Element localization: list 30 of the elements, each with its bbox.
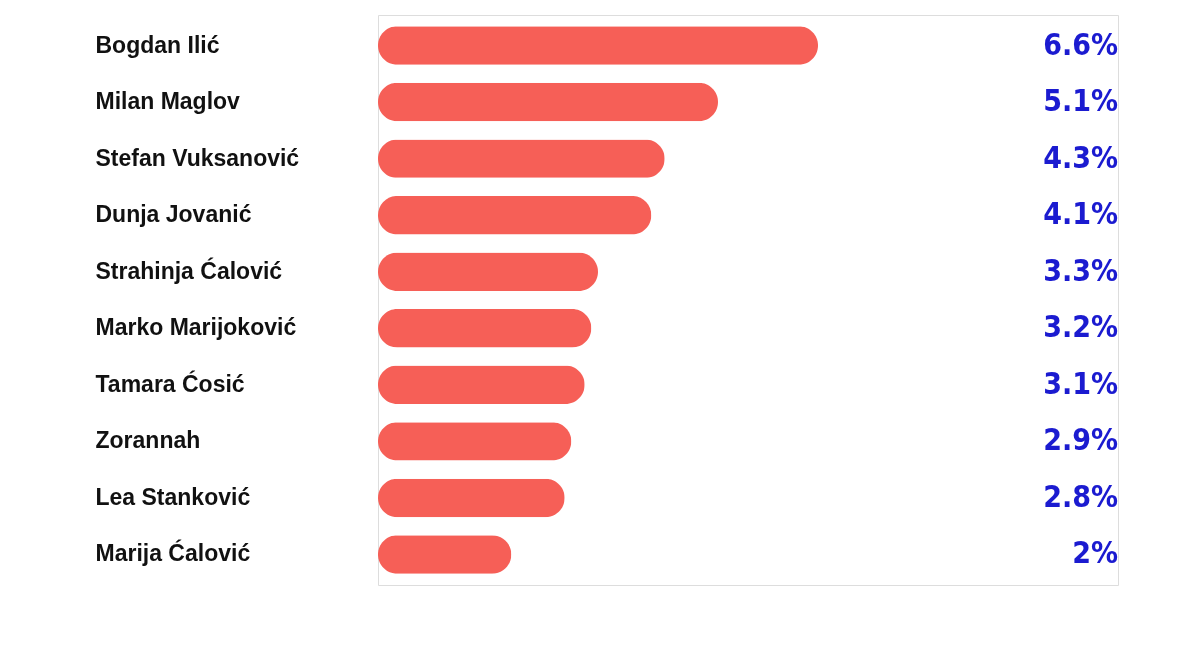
- y-tick-label: Bogdan Ilić: [95, 31, 220, 58]
- bar: [378, 535, 512, 574]
- data-label: 2%: [1072, 535, 1118, 571]
- y-tick-label: Marko Marijoković: [95, 314, 297, 341]
- y-tick-label: Dunja Jovanić: [95, 201, 252, 228]
- bar: [378, 478, 565, 518]
- bar: [378, 365, 585, 405]
- data-label: 4.1%: [1043, 196, 1118, 232]
- bar: [378, 195, 652, 235]
- bar: [378, 139, 665, 178]
- y-tick-label: Stefan Vuksanović: [95, 144, 300, 171]
- y-tick-label: Tamara Ćosić: [95, 369, 245, 397]
- bar: [378, 309, 592, 348]
- y-tick-label: Strahinja Ćalović: [95, 256, 283, 284]
- y-tick-label: Zorannah: [95, 427, 201, 454]
- data-label: 3.3%: [1043, 252, 1118, 288]
- data-label: 5.1%: [1043, 83, 1118, 119]
- data-label: 2.8%: [1043, 478, 1118, 514]
- bar: [378, 82, 718, 122]
- data-label: 3.1%: [1043, 365, 1118, 401]
- y-tick-label: Milan Maglov: [95, 88, 241, 115]
- data-label: 2.9%: [1043, 422, 1118, 458]
- bar: [378, 26, 818, 65]
- data-label: 4.3%: [1043, 139, 1118, 175]
- bar: [378, 252, 598, 291]
- data-label: 3.2%: [1043, 309, 1118, 345]
- bar: [378, 422, 572, 461]
- y-tick-label: Marija Ćalović: [95, 539, 251, 567]
- data-label: 6.6%: [1043, 26, 1118, 62]
- y-tick-label: Lea Stanković: [95, 483, 251, 510]
